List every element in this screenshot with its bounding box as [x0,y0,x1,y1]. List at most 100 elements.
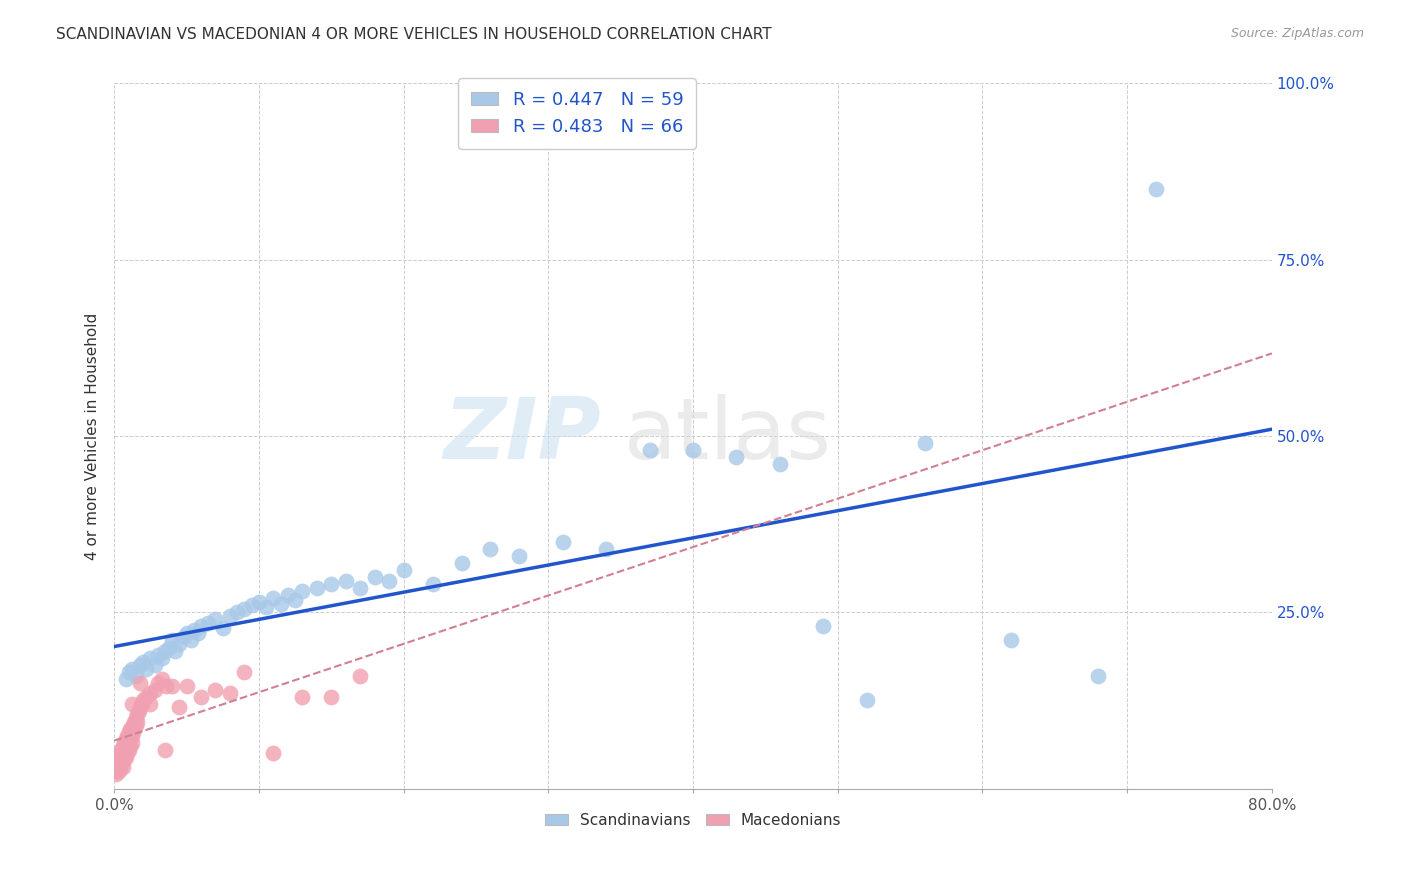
Point [111,739,134,754]
Point [160,633,183,648]
Point [725,450,748,464]
Point [233,601,256,615]
Point [233,665,256,680]
Point [107,749,129,764]
Point [160,679,183,693]
Point [219,686,242,700]
Point [127,714,149,729]
Point [240,598,263,612]
Point [139,686,162,700]
Point [115,729,138,743]
Point [146,675,169,690]
Point [124,722,146,736]
Point [349,669,371,683]
Point [638,443,661,458]
Point [110,756,132,771]
Point [129,700,152,714]
Point [121,697,143,711]
Point [180,633,202,648]
Point [150,651,173,665]
Point [108,746,131,760]
Point [146,648,169,662]
Point [284,592,307,607]
Point [105,760,128,774]
Text: Source: ZipAtlas.com: Source: ZipAtlas.com [1230,27,1364,40]
Point [855,693,877,707]
Point [450,556,472,570]
Text: ZIP: ZIP [443,394,600,477]
Point [135,662,157,676]
Point [120,739,142,754]
Point [1000,633,1022,648]
Point [104,767,127,781]
Point [169,637,191,651]
Point [143,658,166,673]
Point [173,630,195,644]
Point [121,662,143,676]
Point [118,732,141,747]
Point [262,591,284,606]
Point [682,443,704,458]
Point [139,651,162,665]
Point [105,753,128,767]
Point [107,764,129,778]
Point [121,729,143,743]
Point [190,619,212,633]
Point [321,577,343,591]
Point [479,541,502,556]
Point [277,588,299,602]
Point [153,644,176,658]
Point [595,541,617,556]
Point [150,672,173,686]
Point [219,608,242,623]
Point [422,577,444,591]
Point [247,595,270,609]
Point [115,736,138,750]
Point [118,665,141,680]
Point [127,707,149,722]
Point [110,749,132,764]
Point [139,697,162,711]
Point [118,743,141,757]
Legend: Scandinavians, Macedonians: Scandinavians, Macedonians [538,806,848,834]
Point [131,697,153,711]
Point [551,534,574,549]
Point [183,623,205,637]
Point [1144,182,1167,196]
Point [254,599,277,614]
Point [114,672,136,686]
Point [169,700,191,714]
Point [125,711,148,725]
Point [108,753,131,767]
Text: atlas: atlas [624,394,831,477]
Point [305,581,328,595]
Point [125,669,148,683]
Point [262,746,284,760]
Point [114,749,136,764]
Point [132,693,155,707]
Point [291,690,314,704]
Point [111,760,134,774]
Point [112,743,135,757]
Point [155,679,177,693]
Point [211,621,233,635]
Text: SCANDINAVIAN VS MACEDONIAN 4 OR MORE VEHICLES IN HOUSEHOLD CORRELATION CHART: SCANDINAVIAN VS MACEDONIAN 4 OR MORE VEH… [56,27,772,42]
Point [349,581,371,595]
Point [129,658,152,673]
Point [769,457,792,471]
Point [176,626,198,640]
Point [122,718,145,732]
Point [197,615,219,630]
Point [1087,669,1109,683]
Point [270,597,292,611]
Point [129,675,152,690]
Point [112,753,135,767]
Point [363,570,385,584]
Point [335,574,357,588]
Y-axis label: 4 or more Vehicles in Household: 4 or more Vehicles in Household [86,312,100,559]
Point [914,436,936,450]
Point [111,746,134,760]
Point [122,725,145,739]
Point [135,690,157,704]
Point [112,736,135,750]
